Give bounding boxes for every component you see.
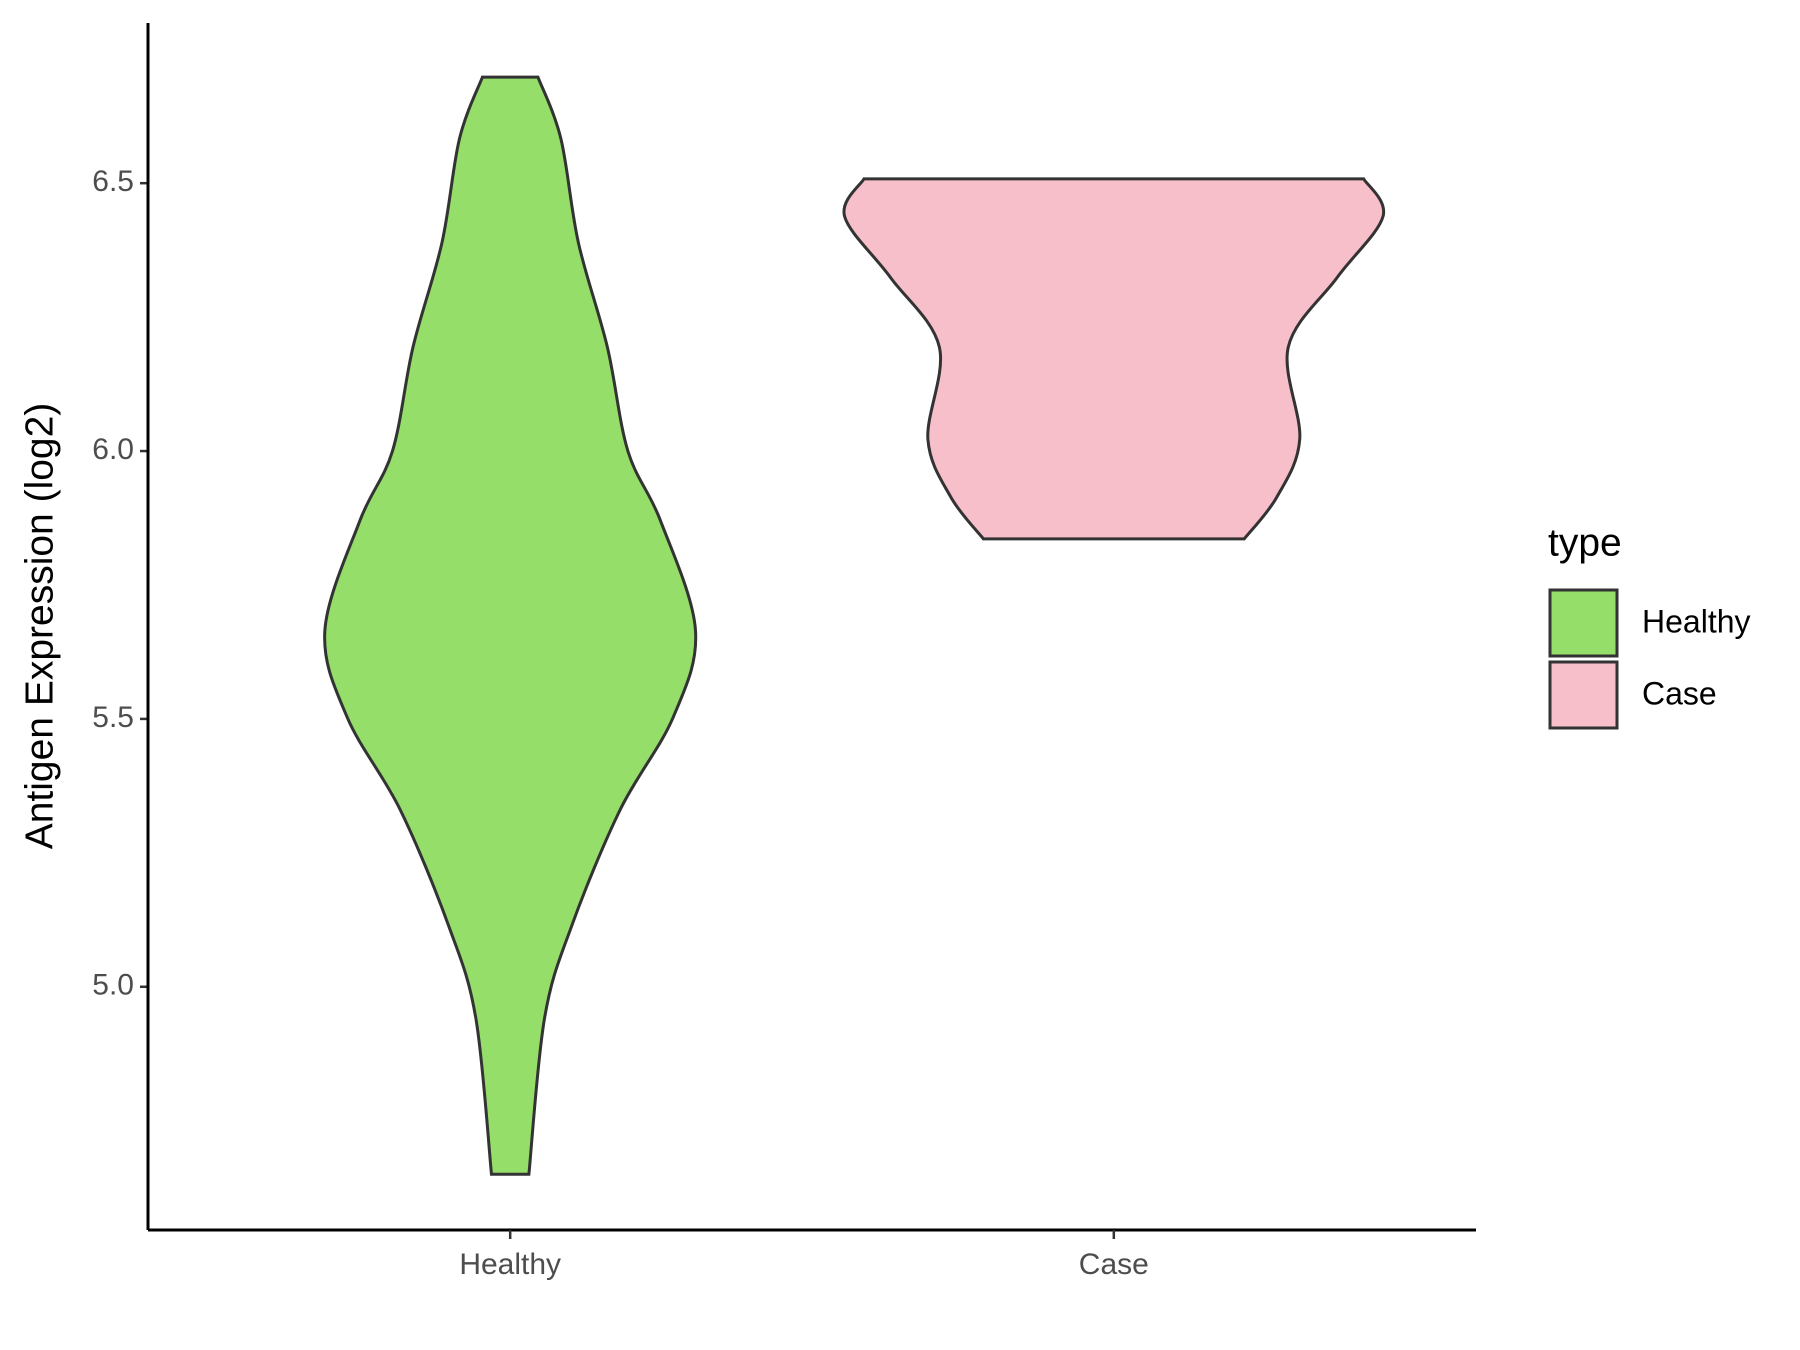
legend-label: Case: [1642, 675, 1717, 711]
y-tick-label: 6.5: [92, 165, 134, 198]
y-axis-title: Antigen Expression (log2): [18, 403, 61, 850]
x-tick-label: Case: [1079, 1248, 1149, 1281]
y-tick-label: 5.0: [92, 969, 134, 1002]
legend-label: Healthy: [1642, 603, 1751, 639]
y-tick-label: 6.0: [92, 433, 134, 466]
violin: [323, 75, 698, 1176]
y-tick-label: 5.5: [92, 701, 134, 734]
legend-title: type: [1548, 521, 1622, 564]
legend-key: [1548, 660, 1619, 730]
legend-key: [1548, 588, 1619, 658]
x-tick-label: Healthy: [459, 1248, 561, 1281]
violin: [842, 177, 1386, 541]
